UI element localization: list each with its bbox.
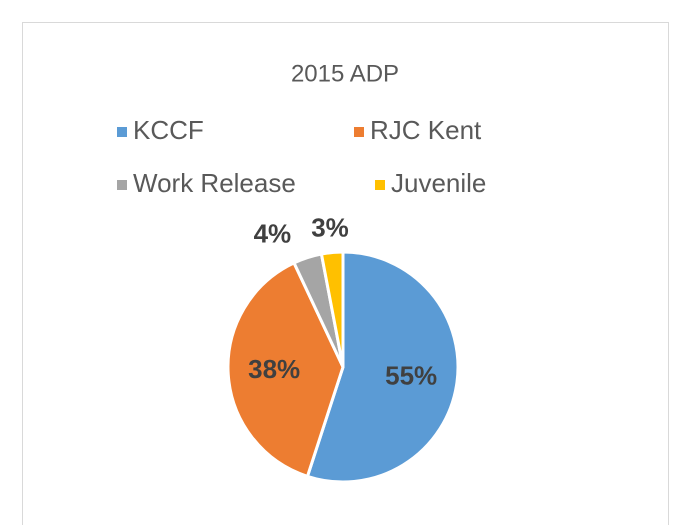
legend-swatch bbox=[117, 127, 127, 137]
legend-label: RJC Kent bbox=[370, 115, 482, 145]
legend-label: Work Release bbox=[133, 168, 296, 198]
pie-slice bbox=[226, 261, 345, 478]
pie-slice bbox=[319, 250, 345, 369]
legend-label: Juvenile bbox=[391, 168, 486, 198]
data-label: 38% bbox=[248, 354, 300, 384]
legend-label: KCCF bbox=[133, 115, 204, 145]
legend-swatch bbox=[375, 180, 385, 190]
legend-swatch bbox=[117, 180, 127, 190]
legend-swatch bbox=[354, 127, 364, 137]
data-label: 55% bbox=[385, 361, 437, 391]
pie-slice bbox=[305, 250, 460, 484]
data-label: 4% bbox=[254, 219, 292, 249]
data-label: 3% bbox=[311, 212, 349, 242]
chart-title: 2015 ADP bbox=[291, 60, 399, 87]
